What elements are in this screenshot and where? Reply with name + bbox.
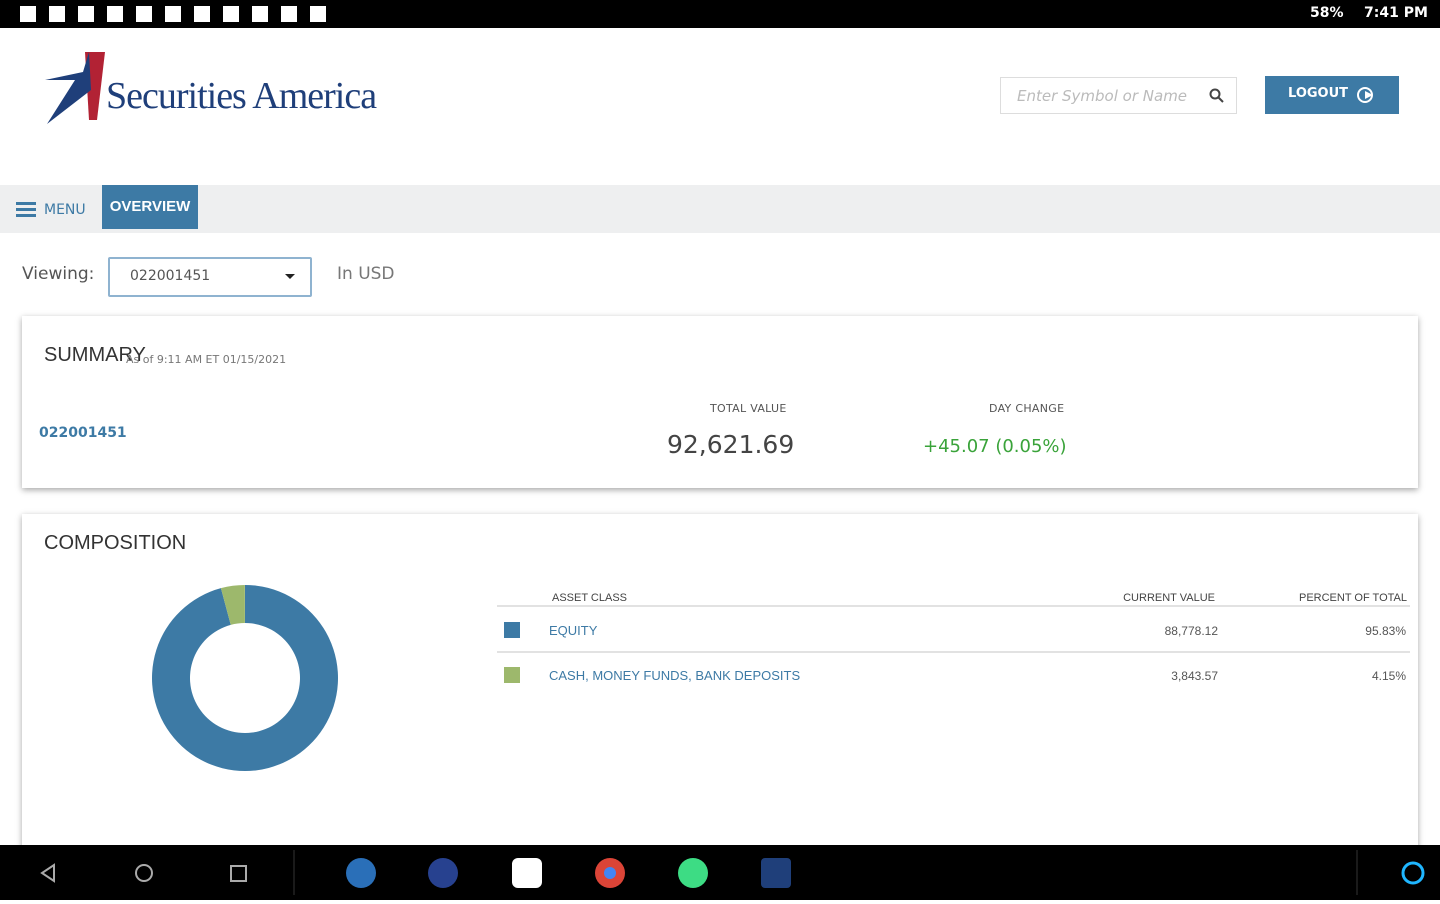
viewing-label: Viewing: [22,264,95,284]
battery: 58% [1310,5,1344,21]
day-change: +45.07 (0.05%) [923,436,1067,457]
nav-icons [40,850,1425,895]
logo-text: Securities America [106,75,377,117]
nav-bar: MENU OVERVIEW [0,185,1440,233]
android-nav-bar [0,845,1440,900]
summary-as-of: As of 9:11 AM ET 01/15/2021 [126,353,287,366]
composition-layer: ASSET CLASS CURRENT VALUE PERCENT OF TOTAL… [151,585,1410,771]
logo-mark [45,52,105,124]
header: Securities America Enter Symbol or Name … [0,28,1440,185]
account-select[interactable]: 022001451 [108,257,312,297]
donut-slice [151,585,338,771]
day-change-label: DAY CHANGE [989,402,1065,415]
notification-icons [20,6,330,22]
legend-swatch [504,622,520,638]
composition-card: COMPOSITION [22,514,1418,854]
current-value: 88,778.12 [1165,624,1219,638]
menu-icon [16,202,36,217]
donut-slice [220,585,245,625]
search-icon [1209,88,1224,103]
legend-swatch [504,667,520,683]
search-box[interactable]: Enter Symbol or Name [1000,77,1237,114]
row-divider [497,651,1410,653]
account-link[interactable]: 022001451 [39,425,127,441]
summary-title: SUMMARY [44,344,146,366]
currency-label: In USD [337,264,395,284]
logout-icon [1357,87,1373,103]
composition-title: COMPOSITION [44,532,187,554]
account-select-value: 022001451 [130,268,211,284]
status-bar: 58% 7:41 PM [0,0,1440,28]
asset-class: CASH, MONEY FUNDS, BANK DEPOSITS [549,668,800,683]
percent-of-total: 95.83% [1365,624,1406,638]
summary-card: SUMMARY As of 9:11 AM ET 01/15/2021 0220… [22,316,1418,488]
asset-class: EQUITY [549,623,598,638]
percent-of-total: 4.15% [1372,669,1406,683]
total-value: 92,621.69 [667,430,795,459]
logout-button[interactable]: LOGOUT [1265,76,1399,114]
logout-label: LOGOUT [1288,86,1349,101]
menu-label: MENU [44,202,86,218]
menu-button[interactable]: MENU [14,199,96,221]
clock: 7:41 PM [1364,5,1428,21]
total-value-label: TOTAL VALUE [710,402,787,415]
current-value: 3,843.57 [1171,669,1218,683]
dropdown-arrow [285,274,295,279]
search-placeholder: Enter Symbol or Name [1017,87,1188,105]
overview-tab[interactable]: OVERVIEW [102,185,198,229]
column-header: ASSET CLASS [552,592,627,604]
header-divider [497,605,1410,607]
column-header: CURRENT VALUE [1123,592,1215,604]
column-header: PERCENT OF TOTAL [1299,592,1407,604]
